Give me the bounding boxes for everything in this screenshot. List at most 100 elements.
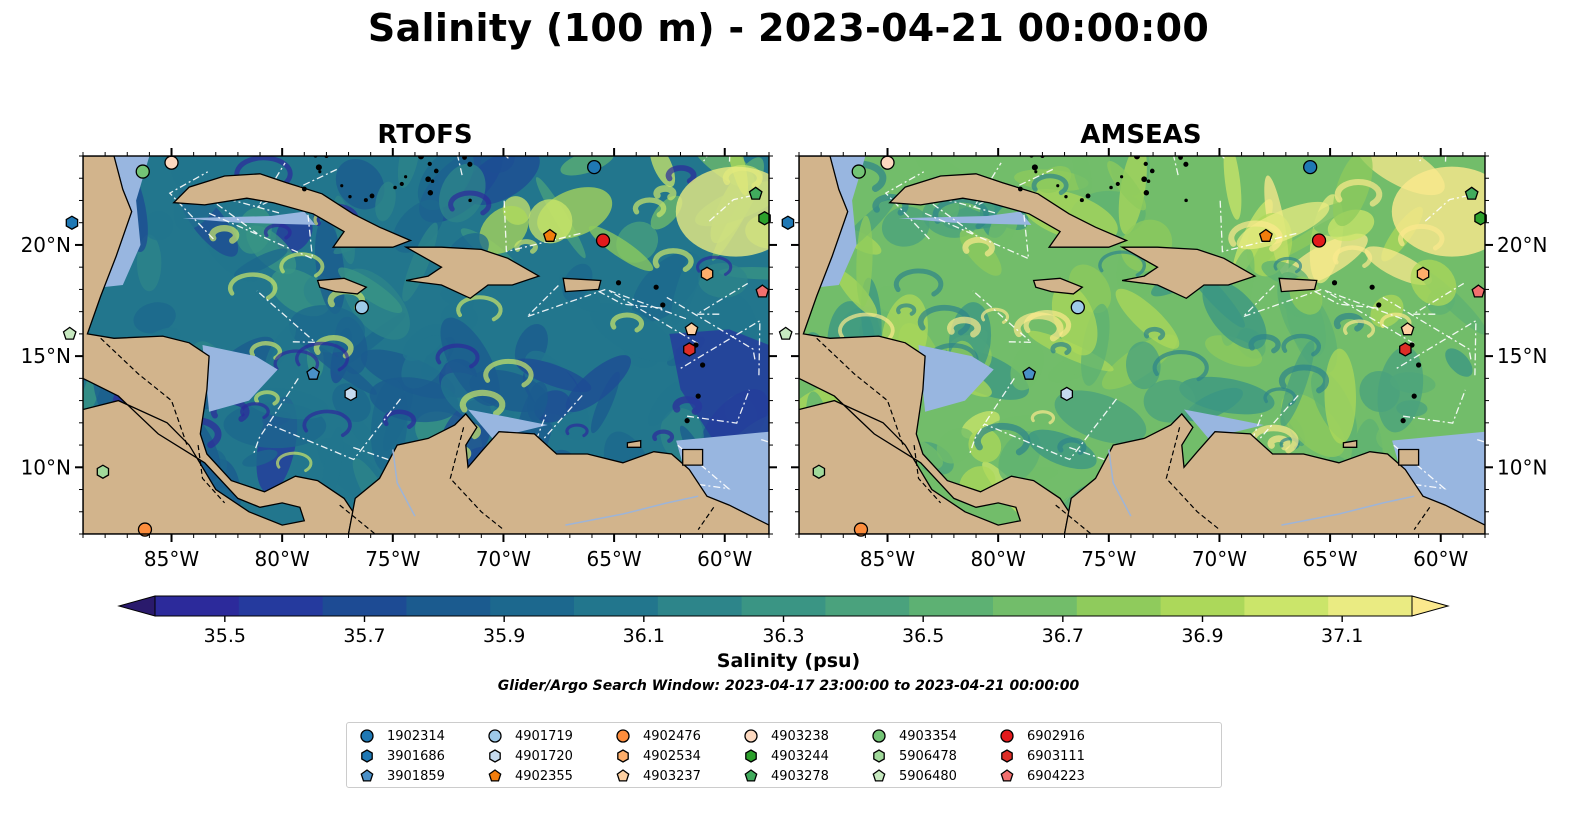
- lon-tick-label: 70°W: [476, 547, 531, 571]
- legend-label: 4903278: [771, 768, 829, 784]
- float-marker-6903111: [683, 342, 696, 357]
- land-cuba: [172, 173, 413, 248]
- legend-item-4902534: 4902534: [615, 746, 701, 766]
- legend-label: 6902916: [1027, 728, 1085, 744]
- legend-item-4903238: 4903238: [743, 726, 829, 746]
- float-marker-5906480: [778, 326, 793, 340]
- lat-tick-label: 15°N: [21, 344, 71, 368]
- colorbar-bin: [155, 596, 240, 616]
- legend-item-6902916: 6902916: [999, 726, 1085, 746]
- float-marker-4903238: [880, 155, 895, 170]
- legend-label: 3901859: [387, 768, 445, 784]
- hexagon-marker-icon: [1001, 749, 1013, 763]
- float-marker-3901686: [65, 215, 79, 230]
- hexagon-marker-icon: [873, 749, 885, 763]
- pentagon-marker-icon: [872, 769, 886, 782]
- colorbar-bin: [1160, 596, 1245, 616]
- colorbar-label: Salinity (psu): [716, 650, 861, 672]
- lat-tick-label: 10°N: [1497, 455, 1547, 479]
- lon-tick-label: 80°W: [255, 547, 310, 571]
- legend-label: 4902355: [515, 768, 573, 784]
- hexagon-marker-icon: [617, 749, 629, 763]
- land-jamaica: [1032, 277, 1084, 295]
- colorbar-bin: [741, 596, 826, 616]
- colorbar-bin: [1328, 596, 1413, 616]
- colorbar-tick-label: 35.9: [483, 625, 525, 647]
- colorbar-bin: [1244, 596, 1329, 616]
- legend-item-3901686: 3901686: [359, 746, 445, 766]
- pentagon-marker-icon: [744, 769, 758, 782]
- legend-item-4902476: 4902476: [615, 726, 701, 746]
- legend-item-4903244: 4903244: [743, 746, 829, 766]
- lon-tick-label: 80°W: [971, 547, 1026, 571]
- land-isla-margarita: [1342, 439, 1358, 448]
- float-marker-4901719: [354, 300, 369, 315]
- float-marker-5906478: [96, 464, 110, 479]
- land-cuba: [888, 173, 1129, 248]
- legend-label: 4902476: [643, 728, 701, 744]
- colorbar-bin: [406, 596, 491, 616]
- float-marker-3901686: [781, 215, 795, 230]
- colorbar-bin: [1076, 596, 1162, 616]
- colorbar-tick-label: 37.1: [1321, 625, 1363, 647]
- pentagon-marker-icon: [616, 769, 630, 782]
- lat-tick-label: 20°N: [21, 233, 71, 257]
- circle-marker-icon: [872, 729, 886, 743]
- pentagon-marker-icon: [360, 769, 374, 782]
- colorbar-bin: [490, 596, 575, 616]
- hexagon-marker-icon: [361, 749, 373, 763]
- pentagon-marker-icon: [488, 769, 502, 782]
- lon-tick-label: 65°W: [1302, 547, 1357, 571]
- land-jamaica: [316, 277, 368, 295]
- map-frame: [798, 155, 1486, 535]
- legend-label: 6903111: [1027, 748, 1085, 764]
- circle-marker-icon: [616, 729, 630, 743]
- land-hispaniola: [403, 246, 541, 300]
- float-marker-1902314: [587, 159, 602, 175]
- float-marker-4902476: [137, 522, 153, 537]
- legend-label: 6904223: [1027, 768, 1085, 784]
- legend-label: 4901720: [515, 748, 573, 764]
- legend-item-4902355: 4902355: [487, 766, 573, 786]
- legend-label: 1902314: [387, 728, 445, 744]
- float-marker-4902534: [700, 266, 714, 282]
- circle-marker-icon: [744, 729, 758, 743]
- colorbar: 35.5 35.7 35.9 36.1 36.3 36.5 36.7 36.9 37.1: [117, 595, 1450, 647]
- lon-tick-label: 85°W: [860, 547, 915, 571]
- lon-tick-label: 60°W: [697, 547, 752, 571]
- legend-label: 3901686: [387, 748, 445, 764]
- legend-label: 4903244: [771, 748, 829, 764]
- colorbar-extend-high: [1411, 595, 1450, 617]
- float-marker-4901719: [1070, 300, 1085, 315]
- float-marker-4902355: [1258, 228, 1273, 242]
- legend-label: 5906478: [899, 748, 957, 764]
- legend-item-5906478: 5906478: [871, 746, 957, 766]
- panel-title-rtofs: RTOFS: [377, 120, 473, 150]
- float-marker-4902355: [542, 228, 557, 242]
- legend-item-6904223: 6904223: [999, 766, 1085, 786]
- colorbar-tick-label: 35.7: [343, 625, 385, 647]
- lat-tick-label: 15°N: [1497, 344, 1547, 368]
- float-marker-4901720: [1060, 386, 1074, 402]
- lon-tick-label: 60°W: [1413, 547, 1468, 571]
- land-hispaniola: [1119, 246, 1257, 300]
- colorbar-tick-label: 36.9: [1181, 625, 1223, 647]
- lon-tick-label: 70°W: [1192, 547, 1247, 571]
- colorbar-bin: [238, 596, 324, 616]
- land-puerto-rico: [562, 277, 602, 293]
- float-marker-4903354: [135, 164, 150, 179]
- legend-item-1902314: 1902314: [359, 726, 445, 746]
- float-marker-6902916: [595, 233, 611, 248]
- land-trinidad: [682, 448, 704, 466]
- hexagon-marker-icon: [745, 749, 757, 763]
- hexagon-marker-icon: [489, 749, 501, 763]
- float-marker-4903354: [851, 164, 866, 179]
- colorbar-tick-label: 36.1: [623, 625, 665, 647]
- legend-item-4903278: 4903278: [743, 766, 829, 786]
- float-marker-4901720: [344, 386, 358, 402]
- panel-title-amseas: AMSEAS: [1080, 120, 1202, 150]
- colorbar-tick-label: 35.5: [204, 625, 246, 647]
- float-marker-4903278: [748, 186, 763, 200]
- legend-item-5906480: 5906480: [871, 766, 957, 786]
